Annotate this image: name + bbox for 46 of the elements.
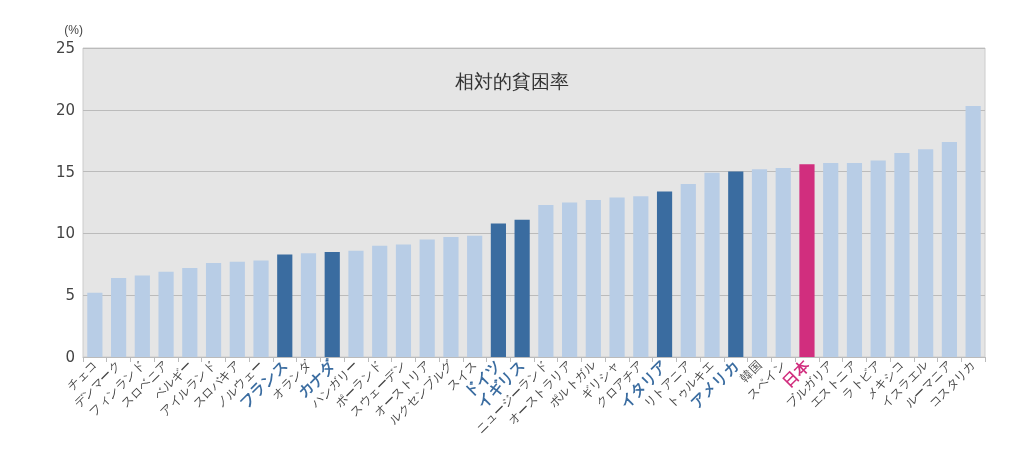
bar [609,197,625,357]
bar [443,237,459,357]
y-axis-title: (%) [64,23,83,37]
bar [680,183,696,357]
bar [324,251,340,357]
bar [846,162,863,357]
bar [775,167,791,357]
bar [538,204,554,357]
y-tick-label: 15 [55,162,75,181]
bar [182,268,198,357]
bar [348,250,364,357]
y-tick-label: 0 [65,348,75,366]
bar [894,153,910,357]
bar [277,254,293,357]
bar [87,292,103,357]
bar [419,239,435,357]
y-tick-label: 5 [65,286,75,305]
bar [870,160,886,357]
bar [158,271,174,357]
bar [656,191,673,357]
bar [941,141,957,357]
y-tick-label: 25 [55,39,75,57]
bar [704,172,720,357]
text: 相対的貧困率 [455,69,569,92]
bar [253,260,269,357]
bar [799,164,815,357]
bar [918,149,934,357]
bar [562,202,578,357]
bar [229,261,245,357]
bar [205,263,222,357]
y-tick-label: 20 [55,100,75,119]
bar [514,219,530,357]
bar [300,253,317,357]
bar [751,169,768,357]
bar [585,200,601,357]
bar [633,196,649,357]
bar [490,223,506,357]
bar [823,162,839,357]
bar [111,277,127,357]
y-tick-label: 10 [55,224,75,243]
bar [395,244,412,357]
bar [728,171,744,357]
bar [372,245,388,357]
bar [134,275,150,357]
bar [467,235,483,357]
bar [965,106,981,357]
